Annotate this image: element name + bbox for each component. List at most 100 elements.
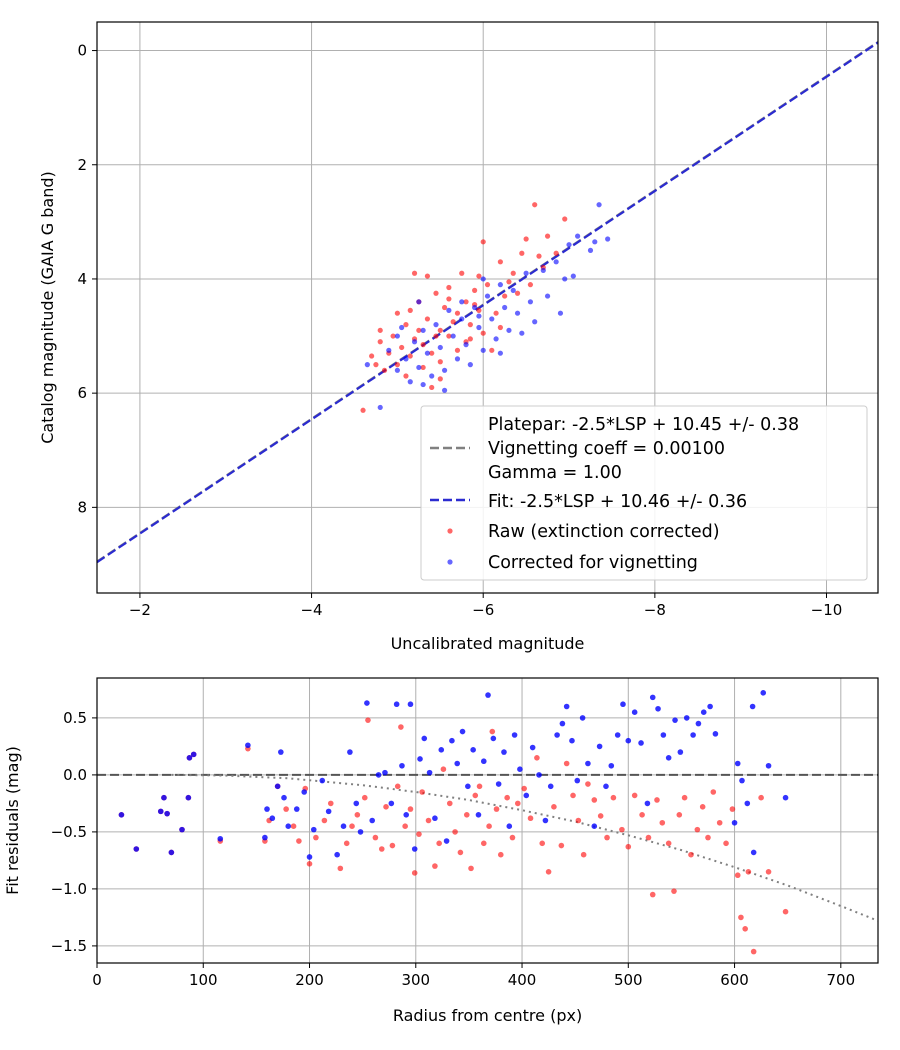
bottom-corrected-point (665, 755, 672, 761)
top-corrected-point (407, 379, 413, 385)
bottom-raw-point (619, 826, 625, 833)
bottom-raw-point (463, 812, 470, 818)
bottom-corrected-point (744, 800, 751, 807)
bottom-raw-point (639, 812, 645, 818)
top-raw-point (510, 270, 516, 276)
bottom-corrected-point (417, 756, 423, 762)
bottom-raw-point (394, 783, 401, 790)
bottom-raw-point (411, 870, 418, 876)
top-raw-point (424, 316, 431, 322)
top-raw-point (527, 282, 534, 288)
bottom-corrected-point (168, 849, 175, 856)
bottom-raw-point (734, 872, 741, 879)
bottom-raw-point (425, 817, 432, 824)
bottom-corrected-point (591, 823, 598, 829)
top-raw-point (424, 273, 431, 279)
top-raw-point (514, 290, 521, 296)
top-raw-point (506, 279, 512, 285)
bottom-raw-point (290, 823, 297, 829)
bottom-corrected-point (375, 772, 382, 778)
top-corrected-point (450, 333, 456, 339)
bottom-raw-point (527, 815, 534, 822)
top-raw-point (489, 347, 495, 353)
bottom-raw-point (327, 800, 334, 807)
bottom-corrected-point (765, 762, 772, 769)
bottom-raw-point (688, 851, 694, 858)
bottom-corrected-point (269, 815, 276, 822)
bottom-raw-point (389, 842, 396, 849)
top-raw-point (532, 202, 538, 208)
bottom-corrected-point (334, 851, 340, 858)
bottom-raw-point (497, 851, 504, 858)
bottom-raw-point (383, 804, 389, 810)
top-raw-point (437, 327, 443, 333)
top-x-tick-label: −8 (644, 601, 666, 619)
top-corrected-point (480, 276, 486, 282)
top-raw-point (467, 322, 473, 328)
bottom-raw-point (493, 806, 500, 812)
bottom-corrected-point (649, 694, 656, 701)
bottom-corrected-point (625, 737, 632, 744)
top-tick-labels: −2 −4 −6 −8 −10 0 2 4 6 8 (77, 42, 842, 619)
bottom-corrected-point (660, 732, 667, 738)
top-raw-point (394, 362, 400, 368)
top-corrected-point (459, 316, 465, 322)
bottom-raw-point (625, 843, 632, 850)
bottom-raw-point (432, 863, 438, 869)
top-corrected-point (463, 342, 469, 348)
bottom-corrected-point (700, 709, 707, 715)
bottom-x-tick-label: 200 (295, 971, 324, 989)
bottom-raw-point (705, 834, 711, 841)
top-corrected-point (394, 367, 400, 373)
top-corrected-point (441, 387, 448, 393)
bottom-corrected-point (506, 823, 513, 829)
bottom-x-tick-label: 400 (508, 971, 537, 989)
bottom-corrected-point (683, 715, 690, 721)
bottom-raw-point (645, 834, 652, 841)
bottom-corrected-point (712, 731, 719, 737)
top-corrected-point (562, 276, 568, 282)
top-raw-point (433, 333, 439, 339)
bottom-corrected-point (369, 817, 376, 824)
bottom-raw-point (716, 819, 723, 826)
bottom-corrected-point (470, 747, 476, 753)
top-corrected-point (605, 236, 611, 242)
top-corrected-point (587, 247, 594, 253)
top-y-tick-label: 4 (77, 270, 87, 288)
bottom-corrected-point (164, 810, 170, 817)
top-corrected-point (454, 356, 461, 362)
top-corrected-point (592, 239, 598, 245)
bottom-y-tick-label: −0.5 (51, 823, 87, 841)
bottom-corrected-point (353, 800, 360, 807)
top-raw-point (519, 250, 525, 256)
top-x-axis-label: Uncalibrated magnitude (391, 634, 585, 653)
bottom-corrected-point (749, 703, 756, 710)
bottom-raw-point (631, 792, 638, 799)
bottom-corrected-point (490, 735, 497, 742)
bottom-corrected-point (382, 769, 388, 776)
bottom-corrected-point (285, 823, 292, 829)
top-corrected-point (394, 333, 400, 339)
bottom-corrected-point (421, 735, 428, 742)
top-corrected-point (420, 381, 426, 388)
top-corrected-point (523, 270, 529, 276)
bottom-corrected-point (388, 800, 395, 807)
top-raw-point (476, 273, 482, 279)
bottom-raw-point (509, 834, 516, 841)
bottom-corrected-point (638, 740, 644, 746)
legend-raw-label: Raw (extinction corrected) (488, 522, 720, 542)
bottom-raw-point (745, 869, 752, 875)
bottom-raw-point (349, 823, 355, 829)
top-corrected-point (596, 202, 602, 208)
top-corrected-point (519, 330, 525, 336)
bottom-corrected-point (603, 783, 609, 790)
bottom-raw-point (521, 785, 527, 792)
top-raw-point (381, 367, 388, 373)
bottom-tick-labels: 0 100 200 300 400 500 600 700 0.5 0.0 −0.5 −1.0 −1.5 (51, 709, 856, 989)
bottom-plot-frame (96, 677, 879, 964)
bottom-corrected-point (485, 692, 491, 698)
bottom-raw-point (398, 724, 404, 730)
bottom-raw-point (354, 812, 361, 818)
bottom-corrected-point (569, 737, 575, 744)
